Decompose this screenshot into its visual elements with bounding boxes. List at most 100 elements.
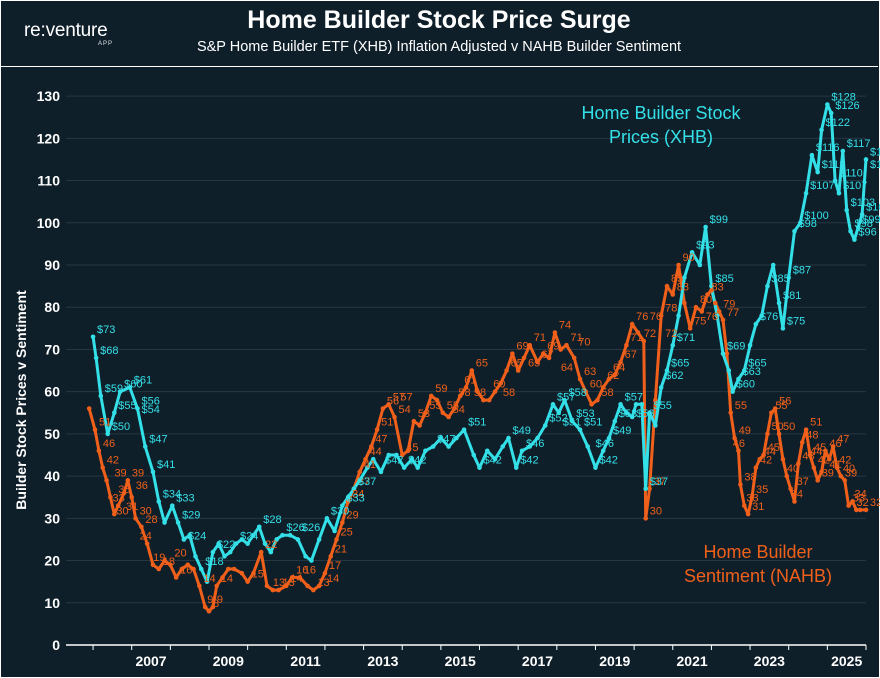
brand-app-text: APP xyxy=(98,41,114,47)
xhb-data-point xyxy=(216,541,221,546)
nahb-data-label: 58 xyxy=(503,387,515,399)
nahb-data-label: 18 xyxy=(163,556,175,568)
nahb-data-point xyxy=(863,507,869,513)
xhb-data-label: $56 xyxy=(141,396,159,408)
xhb-data-label: $53 xyxy=(619,408,637,420)
nahb-data-point xyxy=(386,402,392,407)
nahb-data-label: 42 xyxy=(818,455,830,467)
nahb-data-label: 25 xyxy=(341,526,353,538)
xhb-data-point xyxy=(600,448,606,454)
nahb-data-point xyxy=(446,414,451,420)
nahb-data-point xyxy=(498,380,504,386)
nahb-data-point xyxy=(600,385,606,390)
nahb-data-point xyxy=(380,406,386,411)
nahb-data-point xyxy=(749,494,755,500)
nahb-data-point xyxy=(173,575,179,580)
nahb-data-label: 14 xyxy=(290,573,302,585)
xhb-data-label: $49 xyxy=(513,425,531,437)
nahb-data-label: 38 xyxy=(744,472,756,484)
nahb-data-label: 41 xyxy=(364,459,376,471)
xhb-data-label: $51 xyxy=(468,417,486,429)
nahb-data-label: 57 xyxy=(400,391,412,403)
xhb-data-point xyxy=(519,448,525,454)
nahb-data-label: 14 xyxy=(203,573,215,585)
xhb-data-point xyxy=(585,444,591,449)
nahb-data-point xyxy=(676,262,681,268)
nahb-data-label: 55 xyxy=(447,400,459,412)
nahb-data-point xyxy=(769,410,774,416)
xhb-data-label: $37 xyxy=(358,476,376,488)
xhb-data-label: $42 xyxy=(599,455,617,467)
xhb-data-label: $26 xyxy=(302,522,320,534)
nahb-data-point xyxy=(179,566,185,572)
xhb-data-point xyxy=(612,418,618,424)
nahb-data-label: 14 xyxy=(221,573,233,585)
nahb-data-label: 29 xyxy=(346,510,358,522)
xhb-data-point xyxy=(454,435,459,441)
xhb-data-point xyxy=(633,402,639,407)
xhb-data-point xyxy=(477,465,482,470)
nahb-data-point xyxy=(125,478,131,483)
nahb-data-point xyxy=(741,503,747,508)
nahb-data-point xyxy=(736,448,741,454)
nahb-series-name: Sentiment (NAHB) xyxy=(684,566,832,586)
nahb-data-label: 41 xyxy=(829,459,841,471)
xhb-data-point xyxy=(776,300,782,306)
xhb-data-point xyxy=(828,110,834,116)
nahb-data-label: 76 xyxy=(636,311,648,323)
xhb-data-label: $58 xyxy=(569,387,587,399)
xhb-data-label: $52 xyxy=(549,412,567,424)
nahb-data-label: 51 xyxy=(381,417,393,429)
xhb-data-label: $103 xyxy=(851,197,875,209)
nahb-data-label: 16 xyxy=(296,564,308,576)
nahb-data-point xyxy=(504,368,509,373)
nahb-data-point xyxy=(434,397,440,403)
nahb-data-point xyxy=(595,397,600,403)
xhb-data-label: $59 xyxy=(105,383,123,395)
nahb-data-label: 71 xyxy=(534,332,546,344)
nahb-data-label: 60 xyxy=(590,379,602,391)
nahb-data-point xyxy=(682,300,687,306)
xhb-data-point xyxy=(786,275,792,280)
nahb-data-point xyxy=(535,359,540,365)
xhb-data-point xyxy=(492,456,498,462)
nahb-data-label: 32 xyxy=(870,497,880,509)
xhb-data-label: $47 xyxy=(437,434,455,446)
nahb-data-point xyxy=(392,414,397,420)
xhb-data-point xyxy=(720,351,726,356)
x-tick-label: 2011 xyxy=(290,653,321,669)
nahb-data-point xyxy=(564,342,569,348)
nahb-data-label: 31 xyxy=(126,501,138,513)
xhb-data-point xyxy=(193,554,198,559)
nahb-data-label: 56 xyxy=(779,396,791,408)
nahb-data-label: 46 xyxy=(733,438,745,450)
nahb-data-point xyxy=(440,410,446,416)
xhb-data-label: $126 xyxy=(835,100,859,112)
xhb-data-label: $42 xyxy=(408,455,426,467)
xhb-data-label: $63 xyxy=(742,366,760,378)
xhb-data-point xyxy=(809,152,815,158)
nahb-data-point xyxy=(738,482,743,487)
xhb-data-point xyxy=(365,465,370,470)
nahb-data-point xyxy=(583,389,589,394)
xhb-data-label: $41 xyxy=(157,459,175,471)
nahb-data-point xyxy=(139,524,144,530)
xhb-data-point xyxy=(127,385,133,390)
xhb-data-label: $99 xyxy=(710,214,728,226)
xhb-data-point xyxy=(142,444,148,449)
nahb-data-label: 15 xyxy=(252,569,264,581)
xhb-data-label: $128 xyxy=(831,92,855,104)
nahb-data-point xyxy=(411,418,417,424)
nahb-data-point xyxy=(150,562,156,568)
nahb-data-point xyxy=(475,389,480,394)
nahb-data-point xyxy=(245,579,250,584)
nahb-data-label: 16 xyxy=(180,564,192,576)
xhb-data-point xyxy=(624,410,629,416)
axes: 0 10 20 30 40 50 60 70 80 90 100 110 120 130 2007 2009 2… xyxy=(37,88,867,669)
nahb-data-label: 39 xyxy=(845,467,857,479)
xhb-data-point xyxy=(227,549,233,555)
xhb-data-point xyxy=(593,465,598,470)
grid-lines xyxy=(66,95,866,646)
xhb-data-point xyxy=(112,410,117,416)
nahb-data-label: 57 xyxy=(393,391,405,403)
